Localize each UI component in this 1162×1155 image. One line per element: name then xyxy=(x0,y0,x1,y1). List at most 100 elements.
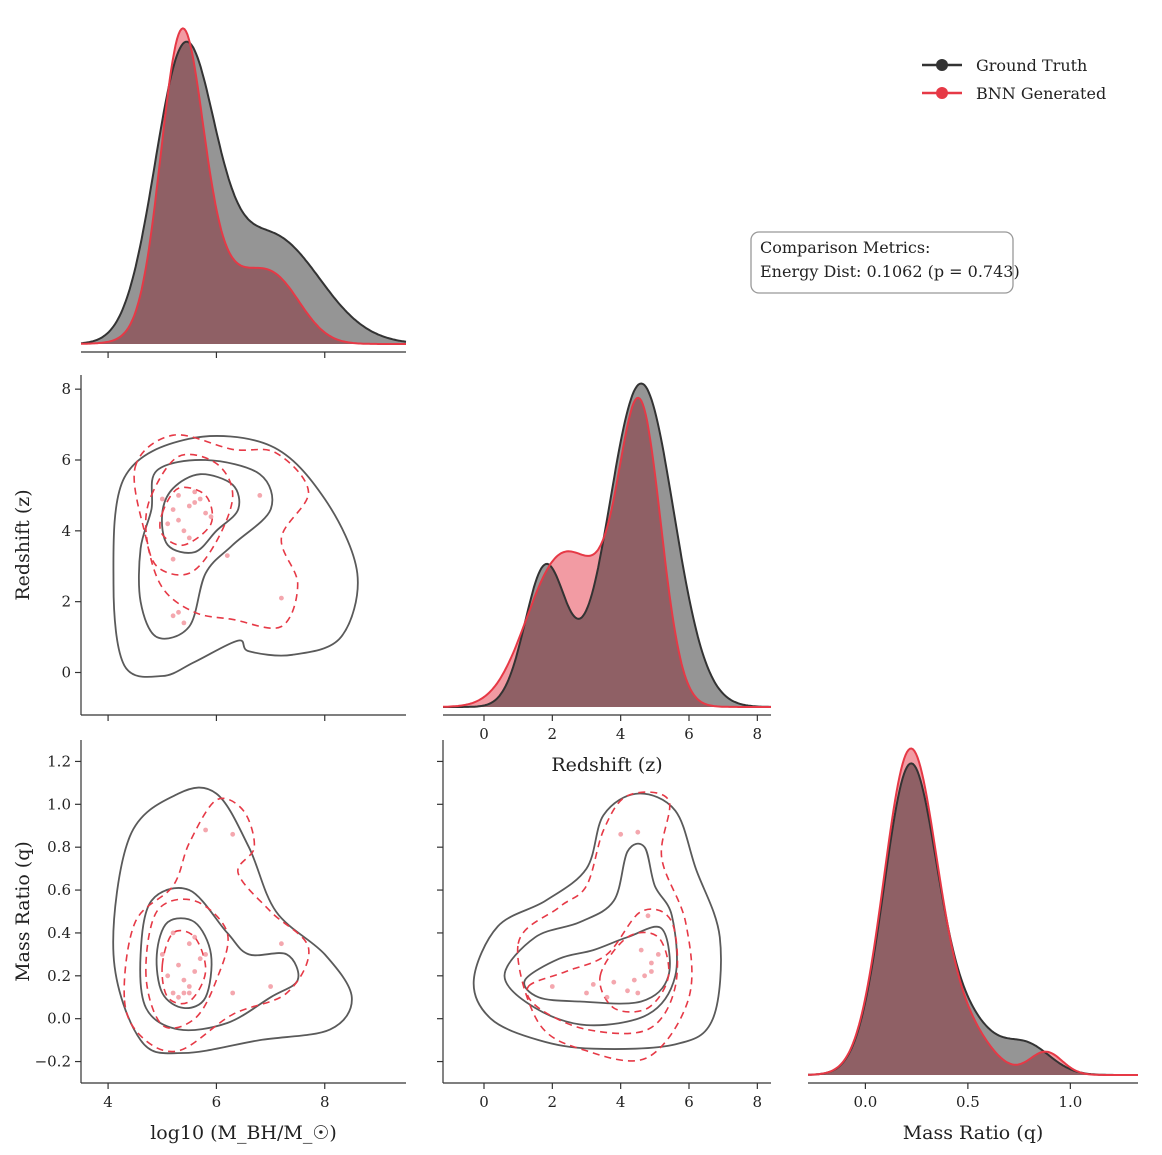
metrics-energy-distance: Energy Dist: 0.1062 (p = 0.743) xyxy=(760,262,1020,281)
redshift-vs-q-ground-truth-contour-inner xyxy=(523,925,671,1005)
mass-vs-redshift-sample-point xyxy=(159,496,165,502)
legend-marker-ground-truth xyxy=(936,59,948,71)
redshift-vs-q-bnn-generated-contour-mid xyxy=(525,908,679,1035)
redshift-vs-q-sample-point xyxy=(611,979,617,985)
legend-label-ground-truth: Ground Truth xyxy=(976,56,1087,75)
metrics-box-frame xyxy=(750,231,1014,294)
mass-vs-redshift-ytick-label: 6 xyxy=(61,451,71,469)
mass-vs-q-sample-point xyxy=(176,962,181,968)
legend-label-bnn-generated: BNN Generated xyxy=(976,84,1106,103)
redshift-vs-q-sample-point xyxy=(635,829,641,835)
mass-vs-redshift-sample-point xyxy=(197,496,203,502)
diag-mass-ground-truth-density-line xyxy=(80,40,407,345)
mass-vs-q-sample-point xyxy=(268,984,273,989)
mass-vs-redshift-sample-point xyxy=(181,528,187,534)
mass-vs-q-ground-truth-contour-inner xyxy=(155,917,213,1010)
redshift-vs-q-bnn-generated-contour-outer xyxy=(516,791,693,1062)
diag-mass-overlap-fill xyxy=(81,41,406,344)
mass-vs-q-sample-point xyxy=(181,977,187,983)
diag-redshift-xtick-label: 4 xyxy=(616,725,626,743)
diag-redshift-overlap-fill xyxy=(443,397,771,707)
redshift-vs-q-xtick-label: 0 xyxy=(479,1093,489,1111)
redshift-vs-q-sample-point xyxy=(649,960,654,966)
redshift-vs-q-sample-point xyxy=(655,952,661,957)
redshift-vs-q-sample-point xyxy=(635,990,641,996)
redshift-vs-q-sample-point xyxy=(549,984,555,989)
diag-q-xtick-label: 0.0 xyxy=(853,1093,877,1111)
diag-mass-panel xyxy=(80,27,407,358)
mass-vs-redshift-ytick-label: 2 xyxy=(61,593,71,611)
redshift-vs-q-sample-point xyxy=(631,977,637,983)
diag-redshift-xtick-label: 6 xyxy=(684,725,694,743)
mass-vs-redshift-sample-point xyxy=(192,500,198,505)
redshift-vs-q-xtick-label: 4 xyxy=(616,1093,626,1111)
redshift-vs-q-xtick-label: 6 xyxy=(684,1093,694,1111)
mass-vs-q-sample-point xyxy=(203,952,209,957)
legend-marker-bnn-generated xyxy=(936,87,948,99)
mass-vs-q-ytick-label: 1.2 xyxy=(47,752,71,770)
redshift-vs-q-bnn-generated-contour-inner xyxy=(599,931,670,1013)
redshift-vs-q-sample-point xyxy=(649,969,654,974)
mass-vs-q-ytick-label: 1.0 xyxy=(47,795,71,813)
diag-mass-bnn-generated-density-line xyxy=(81,27,406,345)
mass-vs-redshift-bnn-generated-contour-mid xyxy=(144,453,234,576)
mass-vs-redshift-sample-point xyxy=(176,493,181,498)
mass-vs-q-sample-point xyxy=(279,941,284,947)
mass-vs-q-sample-point xyxy=(181,990,187,996)
mass-vs-q-sample-point xyxy=(203,827,209,833)
mass-vs-redshift-bnn-generated-contour-inner xyxy=(159,486,214,547)
mass-vs-redshift-sample-point xyxy=(170,556,176,562)
mass-vs-q-xtick-label: 4 xyxy=(103,1093,113,1111)
mass-vs-redshift-sample-point xyxy=(224,553,230,558)
redshift-vs-q-sample-point xyxy=(618,831,624,837)
diag-redshift-panel: 0 2 4 6 8 Redshift (z) xyxy=(443,382,771,776)
redshift-vs-q-xtick-label: 8 xyxy=(753,1093,763,1111)
mass-vs-q-sample-point xyxy=(192,969,198,974)
mass-vs-q-xtick-label: 8 xyxy=(320,1093,330,1111)
mass-vs-q-sample-point xyxy=(197,956,203,962)
mass-vs-q-ytick-label: 0.6 xyxy=(47,881,71,899)
mass-vs-q-ytick-label: 0.2 xyxy=(47,967,71,985)
mass-vs-q-sample-point xyxy=(170,990,176,996)
mass-vs-q-sample-point xyxy=(192,934,198,940)
mass-vs-redshift-panel: 0 2 4 6 8 Redshift (z) xyxy=(12,375,406,721)
diag-redshift-bnn-generated-density-line xyxy=(443,396,771,708)
mass-vs-redshift-sample-point xyxy=(208,514,214,520)
mass-vs-redshift-bnn-generated-contour-outer xyxy=(133,434,310,630)
diag-redshift-ground-truth-density-line xyxy=(443,382,771,708)
mass-vs-q-xtick-label: 6 xyxy=(212,1093,222,1111)
diag-redshift-xtick-label: 0 xyxy=(479,725,489,743)
mass-vs-redshift-sample-point xyxy=(170,507,176,512)
diag-q-xtick-label: 0.5 xyxy=(956,1093,980,1111)
redshift-vs-q-panel: 0 2 4 6 8 xyxy=(437,740,771,1111)
mass-vs-redshift-sample-point xyxy=(257,493,263,498)
mass-vs-q-sample-point xyxy=(186,941,192,947)
mass-vs-q-ytick-label: 0.4 xyxy=(47,924,71,942)
mass-vs-redshift-sample-point xyxy=(192,489,198,495)
mass-vs-q-sample-point xyxy=(186,990,192,996)
mass-vs-redshift-sample-point xyxy=(176,517,181,523)
redshift-vs-q-sample-point xyxy=(584,990,589,996)
diag-redshift-xlabel: Redshift (z) xyxy=(551,754,662,776)
mass-vs-redshift-ylabel: Redshift (z) xyxy=(12,489,34,600)
diag-q-panel: 0.0 0.5 1.0 Mass Ratio (q) xyxy=(808,747,1138,1144)
redshift-vs-q-xtick-label: 2 xyxy=(548,1093,558,1111)
mass-vs-redshift-sample-point xyxy=(170,613,176,619)
diag-redshift-xtick-label: 8 xyxy=(753,725,763,743)
mass-vs-q-ytick-label: 0.0 xyxy=(47,1010,71,1028)
redshift-vs-q-sample-point xyxy=(604,994,610,1000)
mass-vs-redshift-ytick-label: 0 xyxy=(61,664,71,682)
mass-vs-q-ground-truth-contour-outer xyxy=(112,786,353,1055)
mass-vs-redshift-ground-truth-contour-mid xyxy=(138,459,274,640)
mass-vs-redshift-ground-truth-contour-inner xyxy=(161,473,241,554)
redshift-vs-q-sample-point xyxy=(625,988,630,994)
redshift-vs-q-sample-point xyxy=(642,973,647,979)
mass-vs-redshift-sample-point xyxy=(279,595,284,601)
mass-vs-redshift-sample-point xyxy=(203,510,209,516)
mass-vs-q-sample-point xyxy=(186,984,192,989)
redshift-vs-q-sample-point xyxy=(590,982,596,987)
mass-vs-redshift-sample-point xyxy=(186,535,192,541)
diag-redshift-xtick-label: 2 xyxy=(548,725,558,743)
redshift-vs-q-ground-truth-contour-mid xyxy=(503,842,678,1027)
mass-vs-q-ytick-label: 0.8 xyxy=(47,838,71,856)
